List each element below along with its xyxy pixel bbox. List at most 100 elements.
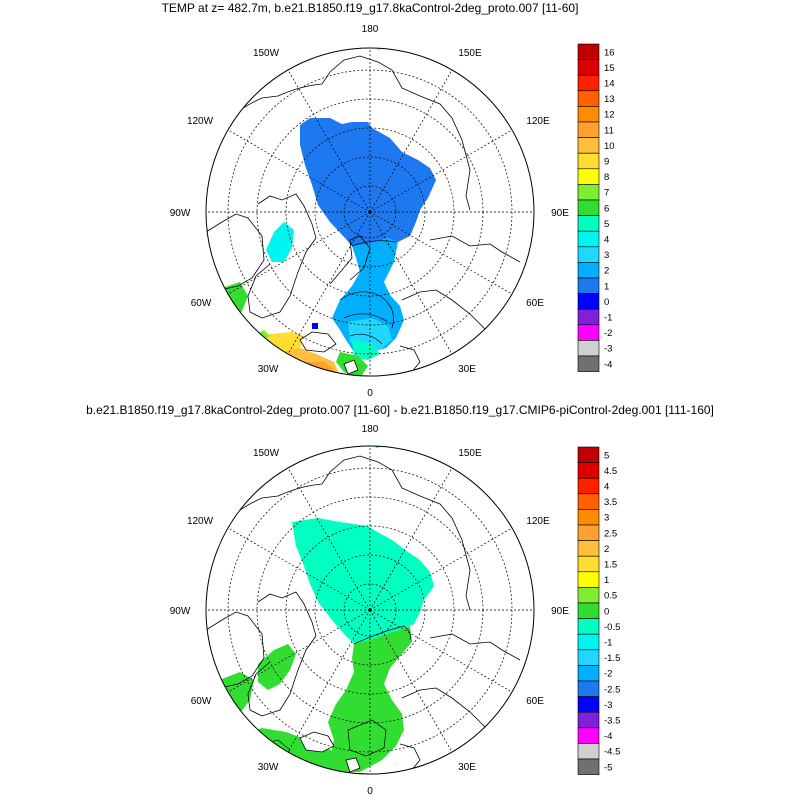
colorbar-swatch: [577, 618, 600, 635]
longitude-label: 150E: [458, 448, 482, 459]
colorbar-swatch: [577, 121, 600, 138]
colorbar-label: 6: [604, 203, 609, 214]
longitude-label: 90W: [170, 208, 191, 219]
polar-map: 180 150E 120E 90E 60E 30E 0 30W 60W 90W …: [170, 24, 615, 399]
longitude-label: 120E: [526, 516, 550, 527]
colorbar-label: 0: [604, 606, 609, 617]
colorbar-swatch: [577, 555, 600, 573]
contour-line: [353, 625, 411, 645]
colorbar-swatch: [577, 324, 600, 341]
longitude-label: 30W: [258, 762, 279, 773]
colorbar-swatch: [577, 43, 600, 60]
island-outline: [343, 359, 359, 375]
contour-line: [339, 291, 394, 329]
colorbar-label: 10: [604, 141, 615, 152]
longitude-label: 30E: [458, 364, 476, 375]
colorbar-swatch: [577, 633, 600, 651]
colorbar-swatch: [577, 199, 600, 216]
longitude-label: 60W: [191, 696, 212, 707]
contour-line: [343, 313, 389, 323]
colorbar-swatch: [577, 90, 600, 107]
longitude-label: 120W: [187, 116, 214, 127]
colorbar-swatch: [577, 758, 600, 775]
colorbar-label: 1: [604, 281, 609, 292]
island-outline: [299, 331, 337, 353]
colorbar-label: 3: [604, 250, 609, 261]
graticule: [206, 48, 534, 376]
colorbar-label: 12: [604, 110, 615, 121]
colorbar-swatch: [577, 524, 600, 541]
colorbar-label: 1: [604, 575, 609, 586]
colorbar-swatch: [577, 743, 600, 760]
field-region: [352, 340, 380, 360]
colorbar-label: -1.5: [604, 653, 620, 664]
colorbar-swatch: [577, 137, 600, 154]
longitude-label: 30W: [258, 364, 279, 375]
colorbar-label: -4: [604, 731, 612, 742]
colorbar-label: 2.5: [604, 528, 617, 539]
graticule: [206, 446, 534, 774]
island-outline: [345, 757, 361, 773]
colorbar-label: -2.5: [604, 684, 620, 695]
colorbar: 5 4.5 4 3.5 3 2.5 2 1.5 1 0.5 0 -0.5 -1 -1.5 -2 -2.5 -3 -…: [577, 446, 620, 775]
map-border: [205, 47, 535, 377]
colorbar-label: 4.5: [604, 466, 617, 477]
longitude-label: 30E: [458, 762, 476, 773]
colorbar-swatch: [577, 106, 600, 123]
colorbar-label: 5: [604, 219, 609, 230]
colorbar-swatch: [577, 696, 600, 713]
colorbar-label: 7: [604, 188, 609, 199]
colorbar-swatch: [577, 230, 600, 248]
longitude-label: 120E: [526, 116, 550, 127]
colorbar-label: 1.5: [604, 560, 617, 571]
colorbar-swatch: [577, 540, 600, 557]
colorbar-swatch: [577, 340, 600, 357]
contour-line: [349, 333, 383, 345]
colorbar-swatch: [577, 59, 600, 76]
longitude-label: 90W: [170, 606, 191, 617]
colorbar-label: 14: [604, 79, 615, 90]
coastline: [397, 345, 421, 376]
field-region: [292, 518, 434, 644]
longitude-label: 0: [367, 786, 373, 797]
colorbar-swatch: [577, 602, 600, 619]
colorbar-label: 2: [604, 544, 609, 555]
longitude-label: 60W: [191, 298, 212, 309]
field-region: [347, 719, 387, 757]
colorbar-label: 5: [604, 450, 609, 461]
colorbar-swatch: [577, 711, 600, 729]
field-region: [258, 644, 296, 690]
map-panel-temperature: TEMP at z= 482.7m, b.e21.B1850.f19_g17.8…: [162, 1, 615, 399]
coastline: [247, 193, 317, 319]
colorbar-swatch: [577, 308, 600, 326]
longitude-label: 150W: [253, 48, 280, 59]
colorbar-label: -5: [604, 762, 612, 773]
colorbar-label: 3: [604, 513, 609, 524]
longitude-label: 60E: [526, 696, 544, 707]
colorbar-label: 8: [604, 172, 609, 183]
colorbar-label: -4.5: [604, 747, 620, 758]
map-panel-difference: b.e21.B1850.f19_g17.8kaControl-2deg_prot…: [0, 400, 800, 800]
colorbar-label: 13: [604, 94, 615, 105]
colorbar-swatch: [577, 509, 600, 526]
colorbar-swatch: [577, 446, 600, 463]
colorbar-label: 0: [604, 297, 609, 308]
colorbar-label: -1: [604, 638, 612, 649]
colorbar-swatch: [577, 462, 600, 479]
colorbar-label: 4: [604, 482, 609, 493]
colorbar-swatch: [577, 587, 600, 604]
colorbar-swatch: [577, 215, 600, 232]
colorbar-label: 15: [604, 63, 615, 74]
coastline: [429, 235, 521, 263]
coastline: [329, 235, 371, 285]
colorbar-label: -4: [604, 359, 612, 370]
polar-map: 180 150E 120E 90E 60E 30E 0 30W 60W 90W …: [170, 424, 621, 797]
colorbar-swatch: [577, 293, 600, 310]
longitude-label: 150W: [253, 448, 280, 459]
coastline: [397, 743, 421, 774]
coastline: [429, 633, 521, 661]
colorbar-swatch: [577, 571, 600, 588]
colorbar-swatch: [577, 184, 600, 201]
colorbar-label: -3: [604, 700, 612, 711]
